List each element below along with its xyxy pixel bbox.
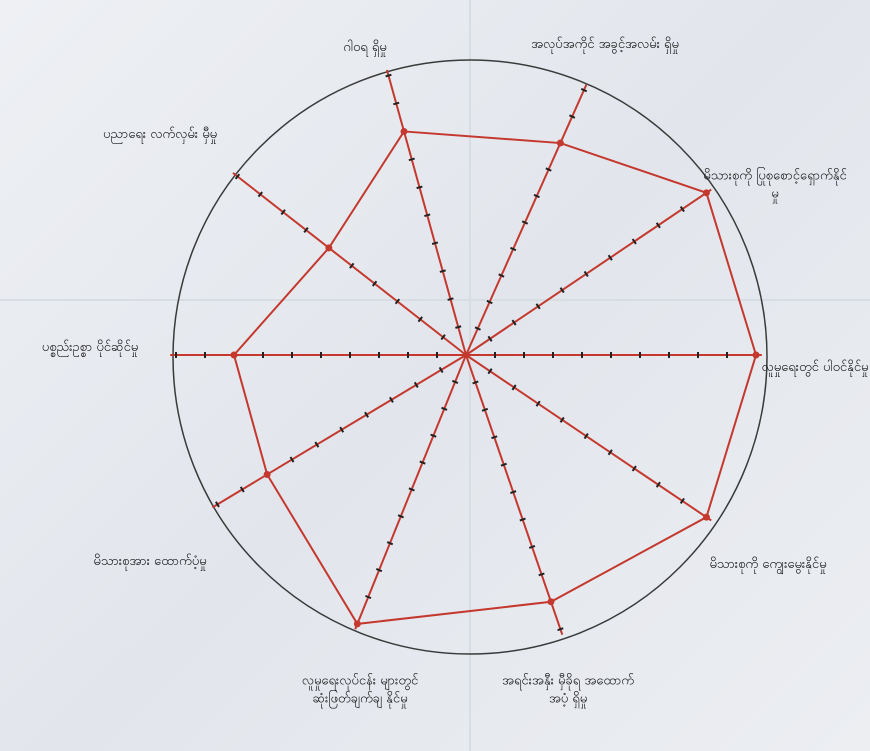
tick-mark <box>581 89 586 91</box>
tick-mark <box>473 381 479 383</box>
tick-mark <box>487 301 492 303</box>
axis-line <box>466 355 562 635</box>
axis-label: မိသားစုကို ကျွေးမွေးနိုင်မှု <box>693 556 843 574</box>
tick-mark <box>417 187 423 189</box>
tick-mark <box>424 214 430 216</box>
tick-mark <box>499 274 504 276</box>
tick-mark <box>432 242 438 244</box>
tick-mark <box>529 546 535 548</box>
value-point <box>325 244 332 251</box>
axis-label: အရင်းအနှီး မှီခိုရ အထောက်အပံ့ ရှိမှု <box>493 672 643 707</box>
tick-mark <box>510 248 515 250</box>
axis-label: လူမှုရေးတွင် ပါဝင်နိုင်မှု <box>740 359 870 377</box>
axis-label: အလုပ်အကိုင် အခွင့်အလမ်း ရှိမှု <box>530 36 680 54</box>
tick-mark <box>539 573 545 575</box>
axis-label: ပစ္စည်းဥစ္စာ ပိုင်ဆိုင်မှု <box>15 339 165 357</box>
axis-label: မိသားစုအား ထောက်ပံ့မှု <box>75 553 225 571</box>
tick-mark <box>510 491 516 493</box>
value-point <box>703 514 710 521</box>
axis-line <box>212 355 466 507</box>
tick-mark <box>482 409 488 411</box>
value-point <box>547 598 554 605</box>
axis-line <box>233 173 466 355</box>
axis-label: ဂါဝရ ရှိမှု <box>290 39 440 57</box>
tick-mark <box>522 221 527 223</box>
tick-mark <box>534 195 539 197</box>
axis-line <box>387 70 466 355</box>
tick-mark <box>491 436 497 438</box>
tick-mark <box>475 327 480 329</box>
tick-mark <box>520 519 526 521</box>
value-point <box>231 352 238 359</box>
tick-mark <box>398 515 404 517</box>
value-point <box>557 140 564 147</box>
value-point <box>354 620 361 627</box>
axis-line <box>466 355 711 520</box>
tick-mark <box>420 461 426 463</box>
axis-label: လူမှုရေးလုပ်ငန်း များတွင် ဆုံးဖြတ်ချက်ချ… <box>285 672 435 707</box>
tick-mark <box>376 569 382 571</box>
value-point <box>401 128 408 135</box>
tick-mark <box>452 381 458 383</box>
tick-mark <box>393 103 399 105</box>
value-point <box>264 471 271 478</box>
value-point <box>753 352 760 359</box>
tick-mark <box>365 596 371 598</box>
tick-mark <box>387 542 393 544</box>
axis-label: ပညာရေး လက်လှမ်း မှီမှု <box>85 126 235 144</box>
tick-mark <box>431 435 437 437</box>
tick-mark <box>409 159 415 161</box>
tick-mark <box>440 270 446 272</box>
tick-mark <box>558 628 564 630</box>
tick-mark <box>455 326 461 328</box>
radar-outline <box>234 131 756 623</box>
tick-mark <box>501 464 507 466</box>
page: ဂါဝရ ရှိမှု အလုပ်အကိုင် အခွင့်အလမ်း ရှိမှ… <box>0 0 870 751</box>
axis-label: မိသားစုကို ပြုစုစောင့်ရှောက်နိုင်မှု <box>700 167 850 202</box>
tick-mark <box>409 488 415 490</box>
tick-mark <box>386 75 392 77</box>
tick-mark <box>546 168 551 170</box>
tick-mark <box>441 408 447 410</box>
axis-line <box>355 355 466 629</box>
tick-mark <box>569 115 574 117</box>
